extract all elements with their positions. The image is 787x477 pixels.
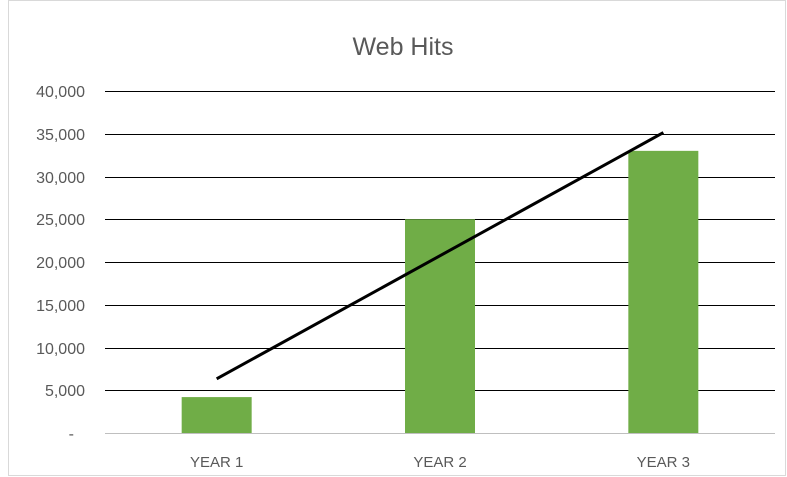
linear-trendline: [215, 131, 665, 381]
chart-title: Web Hits: [353, 33, 454, 61]
y-tick-label-35000: 35,000: [36, 127, 85, 144]
y-tick-label-0: -: [69, 426, 74, 443]
x-tick-label-year-2: YEAR 2: [413, 454, 466, 471]
bar-year-2: [405, 219, 475, 433]
y-tick-label-40000: 40,000: [36, 84, 85, 101]
y-tick-label-15000: 15,000: [36, 298, 85, 315]
bar-year-1: [181, 397, 252, 433]
y-tick-label-30000: 30,000: [36, 170, 85, 187]
y-axis-tick-labels: - 5,000 10,000 15,000 20,000 25,000 30,000 35,0…: [36, 84, 85, 443]
bar-year-3: [628, 150, 699, 433]
y-tick-label-10000: 10,000: [36, 341, 85, 358]
x-axis-tick-labels: YEAR 1 YEAR 2 YEAR 3: [190, 454, 690, 471]
y-tick-label-5000: 5,000: [45, 383, 85, 400]
y-tick-label-20000: 20,000: [36, 255, 85, 272]
y-tick-label-25000: 25,000: [36, 212, 85, 229]
x-tick-label-year-3: YEAR 3: [637, 454, 690, 471]
x-tick-label-year-1: YEAR 1: [190, 454, 243, 471]
